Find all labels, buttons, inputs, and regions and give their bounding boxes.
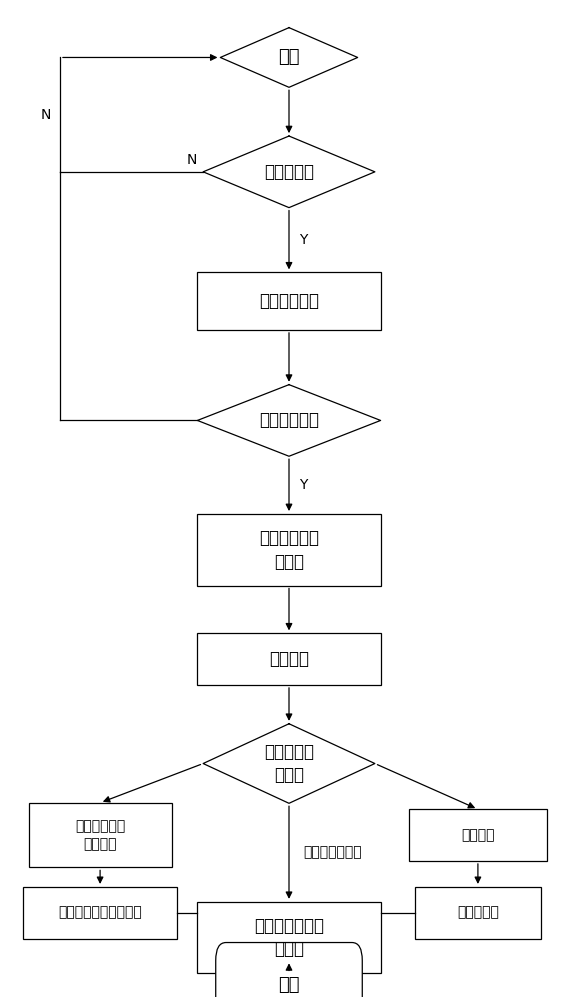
Polygon shape bbox=[203, 724, 375, 803]
Text: 定时时间到: 定时时间到 bbox=[264, 163, 314, 181]
Text: N: N bbox=[187, 153, 197, 167]
Text: 置报警标志、关机标志: 置报警标志、关机标志 bbox=[58, 906, 142, 920]
Text: 实测周期正常: 实测周期正常 bbox=[259, 411, 319, 429]
Polygon shape bbox=[220, 28, 358, 87]
Text: 分析、判断
示功图: 分析、判断 示功图 bbox=[264, 743, 314, 784]
Bar bbox=[198, 902, 380, 973]
Text: 抽油杆断脱、
气锁现象: 抽油杆断脱、 气锁现象 bbox=[75, 819, 125, 851]
Text: Y: Y bbox=[299, 478, 307, 492]
FancyBboxPatch shape bbox=[216, 943, 362, 1000]
Bar bbox=[409, 809, 547, 861]
Bar bbox=[198, 633, 380, 685]
Polygon shape bbox=[198, 385, 380, 456]
Text: 开始: 开始 bbox=[278, 48, 300, 66]
Text: 获取载荷、位
移数据: 获取载荷、位 移数据 bbox=[259, 529, 319, 571]
Text: 置间抽标志: 置间抽标志 bbox=[457, 906, 499, 920]
Bar bbox=[198, 514, 380, 586]
Bar bbox=[198, 272, 380, 330]
Text: 获取实测周期: 获取实测周期 bbox=[259, 292, 319, 310]
Text: 供液不足: 供液不足 bbox=[461, 828, 495, 842]
Polygon shape bbox=[203, 136, 375, 208]
Bar bbox=[415, 887, 541, 939]
Bar bbox=[28, 803, 172, 867]
Text: 建立模型: 建立模型 bbox=[269, 650, 309, 668]
Text: N: N bbox=[40, 108, 51, 122]
Bar bbox=[23, 887, 177, 939]
Text: Y: Y bbox=[299, 233, 307, 247]
Text: 正常或其他情况: 正常或其他情况 bbox=[303, 846, 362, 860]
Text: 置示功图数据上
传标志: 置示功图数据上 传标志 bbox=[254, 917, 324, 958]
Text: 结束: 结束 bbox=[278, 976, 300, 994]
